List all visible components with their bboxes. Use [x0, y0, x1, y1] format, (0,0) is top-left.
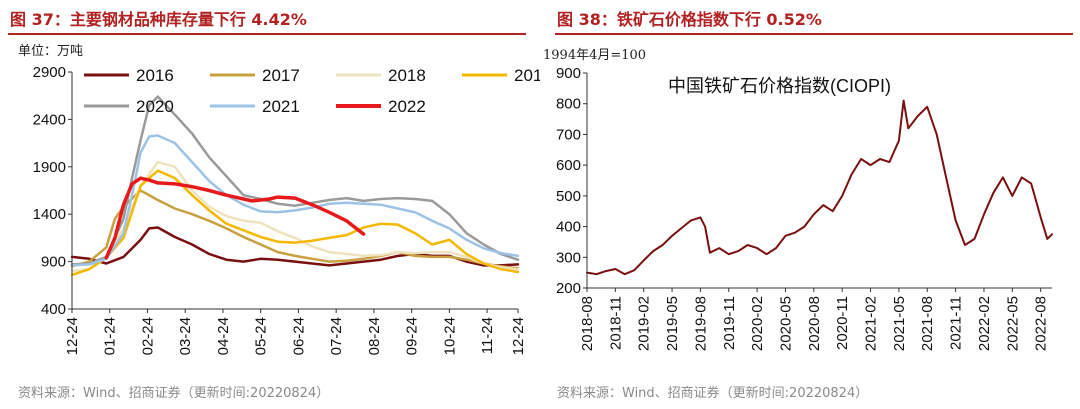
x-tick-label: 2020-02 [749, 296, 766, 351]
x-tick-label: 07-24 [328, 317, 345, 355]
x-tick-label: 2021-05 [891, 296, 908, 351]
x-tick-label: 2018-08 [579, 296, 596, 351]
y-tick-label: 200 [556, 280, 581, 297]
legend-label-2018: 2018 [388, 66, 426, 85]
x-tick-label: 03-24 [177, 317, 194, 355]
x-tick-label: 02-24 [139, 317, 156, 355]
x-tick-label: 11-24 [479, 317, 496, 354]
series-line-2022 [104, 176, 366, 260]
series-line-CIOPI [586, 99, 1053, 276]
left-title-rule [8, 33, 526, 35]
series-line-2021 [70, 134, 520, 267]
x-tick-label: 08-24 [366, 317, 383, 355]
x-tick-label: 2019-11 [721, 296, 738, 350]
y-tick-label: 800 [556, 96, 581, 113]
right-index-base-label: 1994年4月=100 [543, 48, 647, 63]
legend-label-2016: 2016 [136, 66, 174, 85]
x-tick-label: 09-24 [404, 317, 421, 355]
x-tick-label: 2020-11 [834, 296, 851, 350]
inventory-chart: 2016 2017 2018 2019 2020 2021 2022 400 900 1400 1… [33, 64, 540, 355]
legend-label-2019: 2019 [514, 66, 540, 85]
x-tick-label: 2021-11 [948, 296, 965, 350]
x-tick-label: 2022-05 [1004, 296, 1021, 351]
y-tick-label: 1900 [33, 159, 66, 176]
x-tick-label: 04-24 [215, 317, 232, 355]
series-line-2020 [70, 95, 520, 266]
y-tick-label: 1400 [33, 206, 66, 223]
x-tick-label: 2019-05 [664, 296, 681, 351]
right-title-rule [555, 33, 1073, 35]
legend-label-2020: 2020 [136, 97, 174, 116]
legend-label-2022: 2022 [388, 97, 426, 116]
x-tick-label: 05-24 [253, 317, 270, 355]
x-tick-label: 2019-02 [636, 296, 653, 351]
x-tick-label: 01-24 [102, 317, 119, 355]
x-tick-label: 2022-08 [1033, 296, 1050, 351]
x-tick-label: 2022-02 [976, 296, 993, 351]
x-tick-label: 2019-08 [692, 296, 709, 351]
x-tick-label: 2021-08 [919, 296, 936, 351]
y-tick-label: 900 [41, 254, 66, 271]
y-tick-label: 600 [556, 157, 581, 174]
y-tick-label: 700 [556, 126, 581, 143]
y-tick-label: 2400 [33, 111, 66, 128]
left-source-note: 资料来源：Wind、招商证券（更新时间:20220824） [18, 386, 330, 401]
y-tick-label: 400 [41, 301, 66, 318]
x-tick-label: 2021-02 [863, 296, 880, 351]
x-tick-label: 2020-08 [806, 296, 823, 351]
x-tick-label: 2018-11 [607, 296, 624, 350]
series-line-2019 [70, 169, 520, 277]
x-tick-label: 06-24 [290, 317, 307, 355]
in-chart-title: 中国铁矿石价格指数(CIOPI) [668, 76, 891, 96]
iron-ore-index-chart: 200 300 400 500 600 700 800 900 2018-08 2018-11 20… [556, 65, 1053, 351]
y-tick-label: 400 [556, 219, 581, 236]
series-line-2016 [70, 226, 520, 267]
y-tick-label: 500 [556, 188, 581, 205]
legend-label-2021: 2021 [262, 97, 300, 116]
x-tick-label: 2020-05 [777, 296, 794, 351]
y-tick-label: 900 [556, 65, 581, 82]
x-tick-label: 10-24 [441, 317, 458, 355]
y-tick-label: 300 [556, 249, 581, 266]
left-unit-label: 单位：万吨 [18, 44, 84, 59]
right-source-note: 资料来源：Wind、招商证券（更新时间:20220824） [557, 386, 869, 401]
y-tick-label: 2900 [33, 64, 66, 81]
left-chart-title: 图 37：主要钢材品种库存量下行 4.42% [10, 10, 307, 29]
legend-label-2017: 2017 [262, 66, 300, 85]
right-chart-title: 图 38：铁矿石价格指数下行 0.52% [557, 10, 822, 29]
x-tick-label: 12-24 [510, 317, 527, 355]
x-tick-label: 12-24 [64, 317, 81, 355]
